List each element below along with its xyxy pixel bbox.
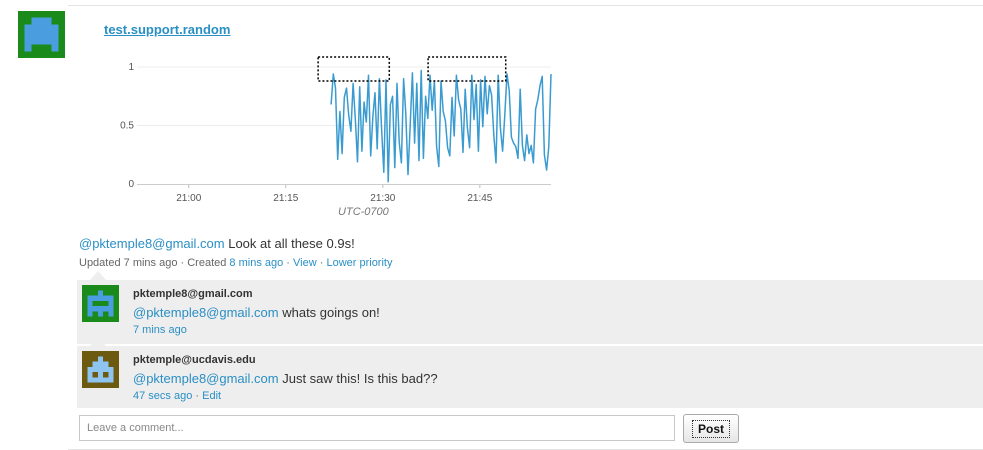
x-axis-label: UTC-0700 [338, 206, 390, 218]
comment-item: pktemple8@gmail.com @pktemple8@gmail.com… [77, 280, 983, 343]
comment-meta: 47 secs ago · Edit [133, 390, 221, 402]
activity-chart: 0 0.5 1 21:00 21:15 21:30 21:45 UTC-0700 [120, 56, 552, 218]
y-tick-label: 1 [128, 62, 134, 73]
lower-priority-link[interactable]: Lower priority [326, 257, 393, 269]
meta-separator: · [316, 257, 327, 269]
selection-highlight [317, 56, 391, 82]
comment-body: Just saw this! Is this bad?? [278, 371, 438, 386]
post-updated: Updated 7 mins ago [79, 257, 178, 269]
view-link[interactable]: View [293, 257, 317, 269]
comment-text: @pktemple8@gmail.com whats goings on! [133, 305, 380, 320]
meta-separator: · Created [177, 257, 230, 269]
comment-text: @pktemple8@gmail.com Just saw this! Is t… [133, 371, 438, 386]
post-mention-link[interactable]: @pktemple8@gmail.com [79, 236, 225, 251]
post-button-label: Post [691, 419, 730, 438]
selection-highlight [427, 56, 507, 82]
post-comment-button[interactable]: Post [683, 414, 739, 443]
x-tick-label: 21:15 [273, 193, 298, 204]
comment-mention-link[interactable]: @pktemple8@gmail.com [133, 305, 279, 320]
x-tick-label: 21:00 [176, 193, 201, 204]
post-body: @pktemple8@gmail.com Look at all these 0… [79, 236, 355, 251]
comment-avatar[interactable] [82, 351, 119, 388]
comments-list: pktemple8@gmail.com @pktemple8@gmail.com… [77, 280, 983, 408]
edit-comment-link[interactable]: Edit [202, 390, 222, 402]
comment-input[interactable] [79, 415, 675, 441]
comment-author: pktemple@ucdavis.edu [133, 354, 256, 366]
x-tick-label: 21:30 [370, 193, 395, 204]
comment-avatar[interactable] [82, 285, 119, 322]
comments-pointer [90, 271, 106, 280]
topic-avatar[interactable] [17, 11, 66, 58]
post-meta: Updated 7 mins ago · Created 8 mins ago … [79, 257, 392, 269]
meta-separator: · [283, 257, 294, 269]
comment-mention-link[interactable]: @pktemple8@gmail.com [133, 371, 279, 386]
post-created-link[interactable]: 8 mins ago [229, 257, 284, 269]
comment-time-link[interactable]: 7 mins ago [133, 324, 187, 336]
top-divider [68, 5, 983, 6]
comment-time-link[interactable]: 47 secs ago [133, 390, 193, 402]
topic-title-link[interactable]: test.support.random [104, 22, 231, 37]
series-line [330, 69, 552, 183]
y-tick-label: 0 [128, 179, 134, 190]
comment-author: pktemple8@gmail.com [133, 288, 253, 300]
comment-pointer [90, 337, 106, 346]
post-text: Look at all these 0.9s! [224, 236, 355, 251]
comment-meta: 7 mins ago [133, 324, 187, 336]
y-tick-label: 0.5 [120, 121, 134, 132]
meta-separator: · [192, 390, 203, 402]
comment-item: pktemple@ucdavis.edu @pktemple8@gmail.co… [77, 337, 983, 409]
comment-divider [77, 344, 983, 346]
comment-body: whats goings on! [278, 305, 380, 320]
x-tick-label: 21:45 [467, 193, 492, 204]
